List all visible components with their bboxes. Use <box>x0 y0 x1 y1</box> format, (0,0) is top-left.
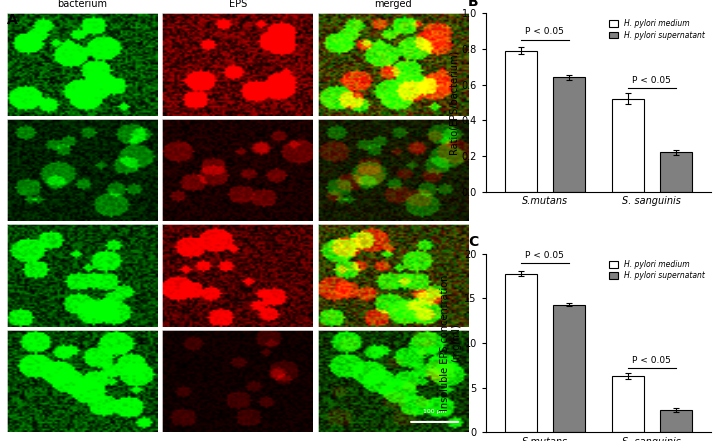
Text: merged: merged <box>374 0 412 9</box>
Text: 100 μm: 100 μm <box>423 409 447 414</box>
Bar <box>612 99 644 191</box>
Text: bacterium: bacterium <box>57 0 108 9</box>
Bar <box>505 273 536 432</box>
Text: P < 0.05: P < 0.05 <box>526 251 564 260</box>
Y-axis label: Ratio(EPS/bacterium): Ratio(EPS/bacterium) <box>449 50 459 154</box>
Legend: H. pylori medium, H. pylori supernatant: H. pylori medium, H. pylori supernatant <box>606 258 707 283</box>
Bar <box>612 376 644 432</box>
Legend: H. pylori medium, H. pylori supernatant: H. pylori medium, H. pylori supernatant <box>606 17 707 42</box>
Text: P < 0.05: P < 0.05 <box>633 356 671 365</box>
Text: P < 0.05: P < 0.05 <box>526 27 564 37</box>
Bar <box>660 152 692 191</box>
Bar <box>553 78 585 191</box>
Bar <box>505 51 536 191</box>
Text: A: A <box>7 13 18 27</box>
Text: P < 0.05: P < 0.05 <box>633 75 671 85</box>
Text: C: C <box>468 235 479 250</box>
Text: EPS: EPS <box>229 0 247 9</box>
Bar <box>660 410 692 432</box>
Bar <box>553 305 585 432</box>
Y-axis label: Insoluble EPS concentration
(mg/ml): Insoluble EPS concentration (mg/ml) <box>440 275 462 411</box>
Text: B: B <box>468 0 479 9</box>
